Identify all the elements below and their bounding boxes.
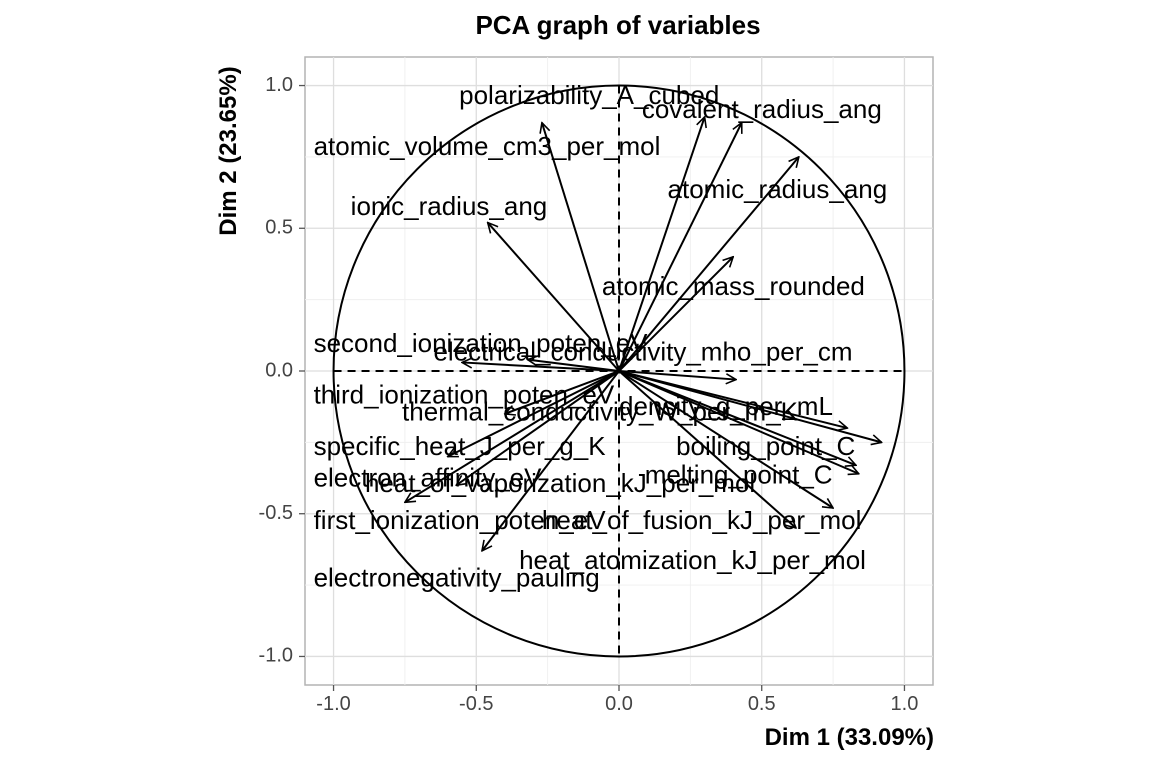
y-tick-label: 1.0 (265, 74, 293, 96)
arrow-boiling_point_C (618, 370, 882, 442)
arrow-electrical_conductivity_mho_per_cm (528, 360, 620, 372)
arrow-heat_of_fusion_kJ_per_mol (618, 370, 833, 508)
y-axis-ticks: -1.0 -0.5 0.0 0.5 1.0 (259, 74, 305, 667)
arrow-ionic_radius_ang (488, 223, 620, 372)
y-tick-label: -1.0 (259, 645, 293, 667)
x-tick-label: 1.0 (891, 693, 919, 715)
label-polarizability_A_cubed: polarizability_A_cubed (459, 80, 719, 110)
label-thermal_conductivity_W_per_m_K: thermal_conductivity_W_per_m_K (402, 397, 799, 427)
x-tick-label: 0.5 (748, 693, 776, 715)
label-specific_heat_J_per_g_K: specific_heat_J_per_g_K (314, 431, 607, 461)
label-electronegativity_pauling: electronegativity_pauling (314, 562, 600, 592)
label-electron_affinity_eV: electron_affinity_eV (314, 462, 543, 492)
label-density_g_per_mL: density_g_per_mL (619, 391, 833, 421)
arrow-heat_atomization_kJ_per_mol (618, 370, 796, 528)
label-heat_atomization_kJ_per_mol: heat_atomization_kJ_per_mol (519, 545, 866, 575)
label-third_ionization_poten_eV: third_ionization_poten_eV (314, 380, 615, 410)
label-atomic_volume_cm3_per_mol: atomic_volume_cm3_per_mol (314, 131, 661, 161)
arrow-atomic_mass_rounded (618, 257, 733, 372)
label-melting_point_C: melting_point_C (645, 459, 833, 489)
arrow-third_ionization_poten_eV (618, 370, 736, 380)
arrow-heat_of_vaporization_kJ_per_mol (618, 370, 859, 474)
arrow-thermal_conductivity_W_per_m_K (505, 370, 620, 414)
arrow-atomic_volume_cm3_per_mol (618, 123, 743, 372)
chart-title: PCA graph of variables (475, 10, 761, 40)
label-boiling_point_C: boiling_point_C (676, 431, 855, 461)
x-tick-label: -0.5 (459, 693, 493, 715)
x-tick-label: -1.0 (316, 693, 350, 715)
y-tick-label: 0.5 (265, 217, 293, 239)
label-first_ionization_poten_eV: first_ionization_poten_eV (314, 505, 607, 535)
label-heat_of_fusion_kJ_per_mol: heat_of_fusion_kJ_per_mol (542, 505, 861, 535)
y-axis-title: Dim 2 (23.65%) (215, 66, 242, 236)
y-tick-label: 0.0 (265, 359, 293, 381)
label-covalent_radius_ang: covalent_radius_ang (642, 94, 882, 124)
arrow-first_ionization_poten_eV (405, 370, 620, 502)
arrow-specific_heat_J_per_g_K (448, 370, 620, 458)
arrow-electronegativity_pauling (482, 370, 620, 551)
arrow-electron_affinity_eV (456, 370, 620, 485)
x-axis-title: Dim 1 (33.09%) (764, 724, 934, 751)
y-tick-label: -0.5 (259, 502, 293, 524)
arrow-covalent_radius_ang (618, 117, 705, 372)
arrow-polarizability_A_cubed (542, 123, 620, 372)
label-atomic_radius_ang: atomic_radius_ang (668, 174, 888, 204)
label-second_ionization_poten_eV: second_ionization_poten_eV (314, 328, 649, 358)
label-ionic_radius_ang: ionic_radius_ang (351, 191, 548, 221)
label-electrical_conductivity_mho_per_cm: electrical_conductivity_mho_per_cm (433, 337, 852, 367)
variable-labels: polarizability_A_cubedcovalent_radius_an… (314, 80, 888, 592)
variable-arrows (405, 117, 882, 551)
arrow-atomic_radius_ang (618, 157, 799, 372)
label-atomic_mass_rounded: atomic_mass_rounded (602, 271, 865, 301)
arrow-second_ionization_poten_eV (462, 362, 620, 372)
x-axis-ticks: -1.0 -0.5 0.0 0.5 1.0 (316, 685, 918, 715)
x-tick-label: 0.0 (605, 693, 633, 715)
arrow-melting_point_C (618, 370, 856, 465)
label-heat_of_vaporization_kJ_per_mol: heat_of_vaporization_kJ_per_mol (365, 468, 755, 498)
